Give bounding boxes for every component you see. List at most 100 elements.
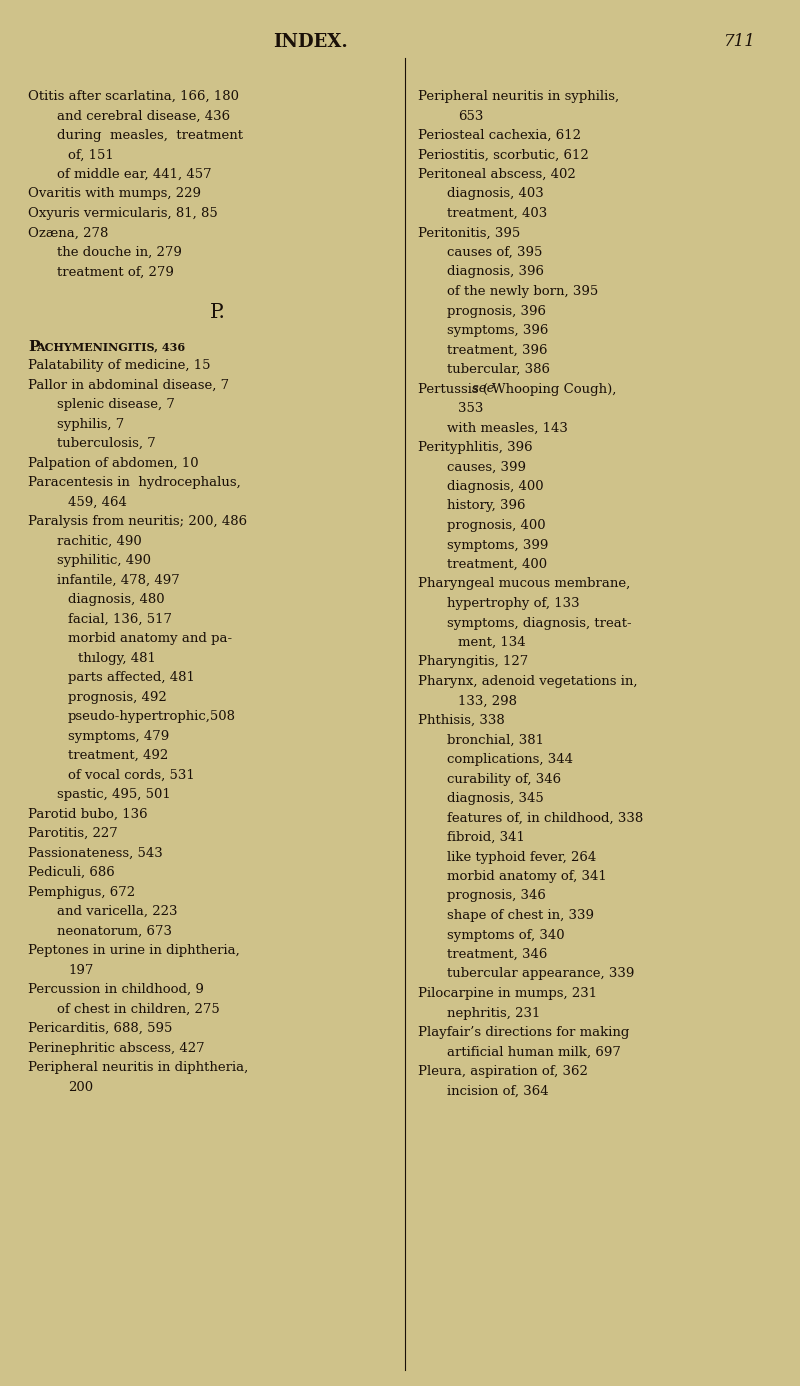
Text: diagnosis, 345: diagnosis, 345: [446, 791, 543, 805]
Text: hypertrophy of, 133: hypertrophy of, 133: [446, 597, 579, 610]
Text: diagnosis, 400: diagnosis, 400: [446, 480, 543, 493]
Text: Ozæna, 278: Ozæna, 278: [28, 226, 108, 240]
Text: artificial human milk, 697: artificial human milk, 697: [446, 1045, 621, 1059]
Text: symptoms of, 340: symptoms of, 340: [446, 929, 565, 941]
Text: and varicella, 223: and varicella, 223: [57, 905, 178, 918]
Text: Perinephritic abscess, 427: Perinephritic abscess, 427: [28, 1042, 205, 1055]
Text: Parotitis, 227: Parotitis, 227: [28, 827, 118, 840]
Text: see: see: [472, 383, 499, 395]
Text: Paralysis from neuritis; 200, 486: Paralysis from neuritis; 200, 486: [28, 516, 247, 528]
Text: symptoms, 396: symptoms, 396: [446, 324, 548, 337]
Text: ACHYMENINGITIS, 436: ACHYMENINGITIS, 436: [36, 341, 185, 352]
Text: pseudo-hypertrophic,508: pseudo-hypertrophic,508: [68, 710, 236, 723]
Text: prognosis, 396: prognosis, 396: [446, 305, 546, 317]
Text: spastic, 495, 501: spastic, 495, 501: [57, 789, 170, 801]
Text: Pleura, aspiration of, 362: Pleura, aspiration of, 362: [418, 1064, 588, 1078]
Text: diagnosis, 396: diagnosis, 396: [446, 266, 544, 279]
Text: during  measles,  treatment: during measles, treatment: [57, 129, 243, 141]
Text: incision of, 364: incision of, 364: [446, 1084, 549, 1098]
Text: morbid anatomy of, 341: morbid anatomy of, 341: [446, 870, 606, 883]
Text: syphilis, 7: syphilis, 7: [57, 417, 124, 431]
Text: treatment, 400: treatment, 400: [446, 559, 547, 571]
Text: Phthisis, 338: Phthisis, 338: [418, 714, 505, 728]
Text: Passionateness, 543: Passionateness, 543: [28, 847, 162, 859]
Text: ment, 134: ment, 134: [458, 636, 526, 649]
Text: Pemphigus, 672: Pemphigus, 672: [28, 886, 135, 898]
Text: Peripheral neuritis in diphtheria,: Peripheral neuritis in diphtheria,: [28, 1062, 248, 1074]
Text: Peritonitis, 395: Peritonitis, 395: [418, 226, 520, 240]
Text: Pertussis (: Pertussis (: [418, 383, 488, 395]
Text: prognosis, 346: prognosis, 346: [446, 890, 546, 902]
Text: syphilitic, 490: syphilitic, 490: [57, 554, 151, 567]
Text: rachitic, 490: rachitic, 490: [57, 535, 142, 547]
Text: Pilocarpine in mumps, 231: Pilocarpine in mumps, 231: [418, 987, 597, 1001]
Text: Whooping Cough),: Whooping Cough),: [492, 383, 617, 395]
Text: Ovaritis with mumps, 229: Ovaritis with mumps, 229: [28, 187, 201, 201]
Text: Paracentesis in  hydrocephalus,: Paracentesis in hydrocephalus,: [28, 477, 241, 489]
Text: treatment, 346: treatment, 346: [446, 948, 547, 960]
Text: Pharynx, adenoid vegetations in,: Pharynx, adenoid vegetations in,: [418, 675, 638, 687]
Text: nephritis, 231: nephritis, 231: [446, 1006, 540, 1020]
Text: 133, 298: 133, 298: [458, 694, 517, 707]
Text: diagnosis, 403: diagnosis, 403: [446, 187, 543, 201]
Text: parts affected, 481: parts affected, 481: [68, 671, 195, 685]
Text: treatment, 403: treatment, 403: [446, 207, 547, 220]
Text: tubercular appearance, 339: tubercular appearance, 339: [446, 967, 634, 980]
Text: 653: 653: [458, 109, 483, 122]
Text: P: P: [28, 340, 39, 353]
Text: the douche in, 279: the douche in, 279: [57, 245, 182, 259]
Text: neonatorum, 673: neonatorum, 673: [57, 924, 172, 937]
Text: history, 396: history, 396: [446, 499, 526, 513]
Text: 459, 464: 459, 464: [68, 496, 127, 509]
Text: 353: 353: [458, 402, 483, 414]
Text: splenic disease, 7: splenic disease, 7: [57, 398, 174, 412]
Text: bronchial, 381: bronchial, 381: [446, 733, 544, 747]
Text: of vocal cords, 531: of vocal cords, 531: [68, 769, 194, 782]
Text: Percussion in childhood, 9: Percussion in childhood, 9: [28, 983, 204, 997]
Text: Playfair’s directions for making: Playfair’s directions for making: [418, 1026, 630, 1040]
Text: like typhoid fever, 264: like typhoid fever, 264: [446, 851, 596, 863]
Text: shape of chest in, 339: shape of chest in, 339: [446, 909, 594, 922]
Text: of chest in children, 275: of chest in children, 275: [57, 1002, 219, 1016]
Text: features of, in childhood, 338: features of, in childhood, 338: [446, 811, 643, 825]
Text: 197: 197: [68, 963, 94, 977]
Text: Parotid bubo, 136: Parotid bubo, 136: [28, 808, 148, 821]
Text: of, 151: of, 151: [68, 148, 114, 162]
Text: fibroid, 341: fibroid, 341: [446, 832, 525, 844]
Text: thılogy, 481: thılogy, 481: [78, 651, 156, 665]
Text: Palpation of abdomen, 10: Palpation of abdomen, 10: [28, 456, 198, 470]
Text: curability of, 346: curability of, 346: [446, 772, 561, 786]
Text: of middle ear, 441, 457: of middle ear, 441, 457: [57, 168, 211, 182]
Text: symptoms, diagnosis, treat-: symptoms, diagnosis, treat-: [446, 617, 631, 629]
Text: of the newly born, 395: of the newly born, 395: [446, 286, 598, 298]
Text: Periosteal cachexia, 612: Periosteal cachexia, 612: [418, 129, 581, 141]
Text: tubercular, 386: tubercular, 386: [446, 363, 550, 376]
Text: Pallor in abdominal disease, 7: Pallor in abdominal disease, 7: [28, 378, 229, 392]
Text: symptoms, 479: symptoms, 479: [68, 729, 170, 743]
Text: infantile, 478, 497: infantile, 478, 497: [57, 574, 179, 586]
Text: Oxyuris vermicularis, 81, 85: Oxyuris vermicularis, 81, 85: [28, 207, 218, 220]
Text: prognosis, 492: prognosis, 492: [68, 690, 166, 704]
Text: tuberculosis, 7: tuberculosis, 7: [57, 437, 155, 450]
Text: Peritoneal abscess, 402: Peritoneal abscess, 402: [418, 168, 576, 182]
Text: Pericarditis, 688, 595: Pericarditis, 688, 595: [28, 1021, 172, 1035]
Text: treatment of, 279: treatment of, 279: [57, 266, 174, 279]
Text: morbid anatomy and pa-: morbid anatomy and pa-: [68, 632, 232, 644]
Text: treatment, 396: treatment, 396: [446, 344, 547, 356]
Text: 200: 200: [68, 1081, 93, 1094]
Text: Palatability of medicine, 15: Palatability of medicine, 15: [28, 359, 210, 371]
Text: INDEX.: INDEX.: [273, 33, 347, 51]
Text: 711: 711: [724, 33, 756, 50]
Text: treatment, 492: treatment, 492: [68, 748, 168, 762]
Text: Peripheral neuritis in syphilis,: Peripheral neuritis in syphilis,: [418, 90, 619, 103]
Text: causes of, 395: causes of, 395: [446, 245, 542, 259]
Text: complications, 344: complications, 344: [446, 753, 573, 766]
Text: with measles, 143: with measles, 143: [446, 421, 568, 434]
Text: and cerebral disease, 436: and cerebral disease, 436: [57, 109, 230, 122]
Text: P.: P.: [210, 302, 226, 322]
Text: Pharyngeal mucous membrane,: Pharyngeal mucous membrane,: [418, 578, 630, 590]
Text: causes, 399: causes, 399: [446, 460, 526, 474]
Text: Periostitis, scorbutic, 612: Periostitis, scorbutic, 612: [418, 148, 589, 162]
Text: Pediculi, 686: Pediculi, 686: [28, 866, 114, 879]
Text: facial, 136, 517: facial, 136, 517: [68, 613, 172, 625]
